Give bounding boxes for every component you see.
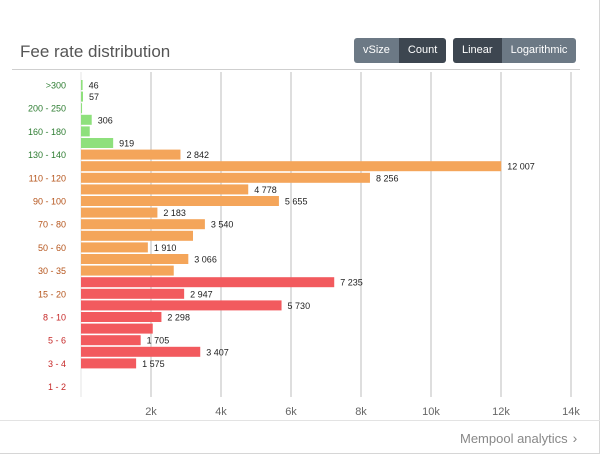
bar [81, 184, 249, 195]
linear-toggle-button[interactable]: Linear [453, 38, 502, 63]
y-category-label: >300 [46, 81, 66, 91]
bar-value-label: 2 183 [163, 208, 186, 218]
bar-value-label: 1 705 [147, 336, 170, 346]
count-toggle-button[interactable]: Count [398, 38, 447, 63]
y-category-label: 5 - 6 [48, 336, 66, 346]
bar [81, 277, 335, 288]
scale-toggle-group: Linear Logarithmic [453, 38, 577, 63]
x-tick-label: 10k [422, 406, 440, 418]
y-category-label: 110 - 120 [29, 173, 66, 183]
y-category-label: 200 - 250 [28, 104, 66, 114]
x-tick-label: 6k [285, 406, 297, 418]
bar [81, 172, 370, 183]
bar [81, 300, 282, 311]
bar-value-label: 1 910 [154, 243, 177, 253]
bar [81, 161, 502, 172]
bar [81, 196, 279, 206]
mempool-analytics-label: Mempool analytics [460, 431, 568, 446]
bar-value-label: 5 655 [285, 197, 308, 207]
bar-value-label: 12 007 [507, 162, 535, 172]
bar-value-label: 2 298 [167, 313, 190, 323]
chart-title: Fee rate distribution [20, 42, 171, 61]
bar [81, 91, 83, 102]
bar-value-label: 306 [98, 115, 113, 125]
y-category-label: 70 - 80 [38, 220, 66, 230]
y-category-label: 1 - 2 [48, 382, 66, 392]
bar-value-label: 5 730 [288, 301, 311, 311]
bar-value-label: 1 575 [142, 359, 165, 369]
bar [81, 265, 174, 276]
bar-value-label: 46 [89, 81, 99, 91]
bar [81, 207, 158, 218]
bar-value-label: 7 235 [340, 278, 363, 288]
x-tick-label: 14k [562, 406, 580, 418]
bar [81, 103, 83, 114]
bar [81, 335, 141, 346]
y-category-label: 30 - 35 [38, 266, 66, 276]
header-divider [12, 69, 580, 70]
bar [81, 358, 137, 369]
x-tick-label: 12k [492, 406, 510, 418]
y-category-label: 130 - 140 [28, 150, 66, 160]
bar [81, 138, 114, 148]
y-category-label: 160 - 180 [28, 127, 66, 137]
bar-value-label: 8 256 [376, 173, 399, 183]
bar-value-label: 2 842 [186, 150, 209, 160]
bar [81, 80, 83, 90]
bar [81, 149, 181, 160]
bar [81, 126, 90, 137]
bar [81, 230, 193, 241]
footer-divider [0, 420, 600, 421]
bar [81, 346, 201, 357]
bar [81, 114, 92, 125]
bar-value-label: 2 947 [190, 289, 213, 299]
bar [81, 254, 189, 264]
bar-value-label: 3 540 [211, 220, 234, 230]
bar-value-label: 919 [119, 139, 134, 149]
bar-value-label: 3 066 [194, 255, 217, 265]
bar [81, 242, 148, 253]
vsize-toggle-button[interactable]: vSize [354, 38, 399, 63]
bar [81, 312, 162, 322]
y-category-label: 3 - 4 [48, 359, 66, 369]
chevron-right-icon: › [572, 430, 578, 446]
bar [81, 219, 205, 230]
x-tick-label: 8k [355, 406, 367, 418]
bar [81, 323, 153, 334]
x-tick-label: 2k [145, 406, 157, 418]
y-category-label: 15 - 20 [38, 289, 66, 299]
metric-toggle-group: vSize Count [354, 38, 447, 63]
bar-value-label: 3 407 [206, 347, 229, 357]
logarithmic-toggle-button[interactable]: Logarithmic [501, 38, 577, 63]
y-category-label: 50 - 60 [38, 243, 66, 253]
bar-value-label: 57 [89, 92, 99, 102]
y-category-label: 8 - 10 [43, 313, 66, 323]
bar [81, 288, 185, 299]
mempool-analytics-link[interactable]: Mempool analytics › [460, 430, 577, 446]
y-category-label: 90 - 100 [33, 197, 66, 207]
bar-value-label: 4 778 [254, 185, 277, 195]
x-tick-label: 4k [215, 406, 227, 418]
